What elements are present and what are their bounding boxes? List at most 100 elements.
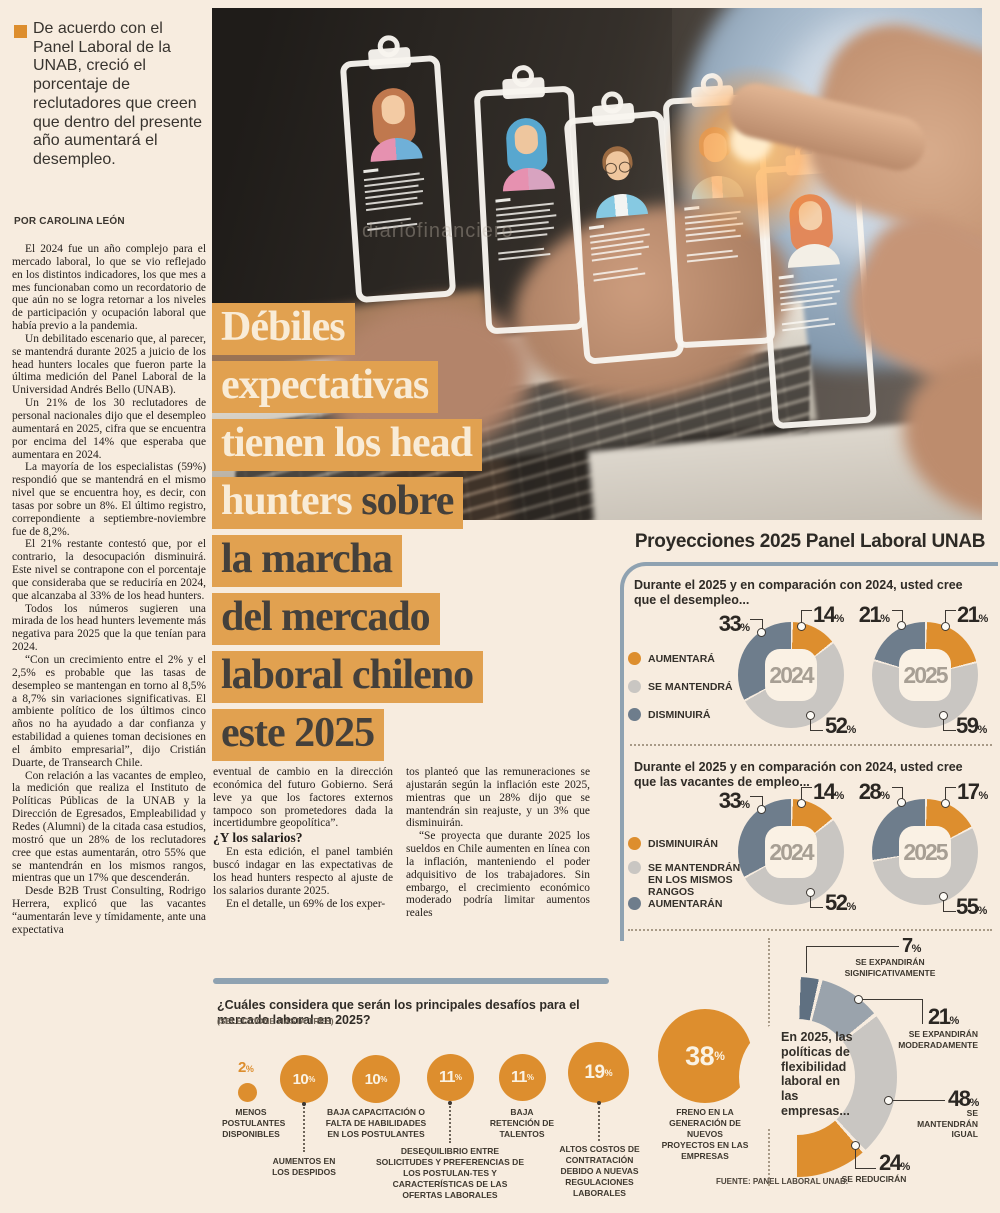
headline-line: tienen los head — [212, 419, 483, 471]
donut-year-label: 2024 — [765, 649, 817, 701]
callout-line — [943, 899, 956, 912]
callout-value: 21% — [858, 602, 890, 627]
callout-value: 17% — [957, 779, 989, 804]
dotted-connector — [302, 1102, 306, 1152]
callout-value: 7% — [902, 935, 922, 957]
paragraph: Con relación a las vacantes de empleo, l… — [12, 769, 206, 885]
callout-value: 52% — [825, 713, 857, 738]
headline-line: Débiles — [212, 303, 355, 355]
half-donut-label: SE EXPANDIRÁN SIGNIFICATIVAMENTE — [844, 957, 936, 978]
callout-dot — [797, 622, 806, 631]
source-credit: FUENTE: PANEL LABORAL UNAB. — [716, 1177, 848, 1186]
avatar-man-glasses — [588, 140, 650, 219]
infographic-panel-border — [620, 562, 998, 941]
bubble-label: AUMENTOS EN LOS DESPIDOS — [272, 1156, 336, 1178]
callout-line — [855, 1148, 876, 1169]
half-donut-label: SE MANTENDRÁN IGUAL — [917, 1108, 978, 1140]
bubble-value-outside: 2% — [238, 1059, 254, 1076]
paragraph: En el detalle, un 69% de los exper- — [226, 897, 386, 910]
donut-vacantes-2025: 2025 — [872, 799, 978, 905]
headline-line: del mercado — [212, 593, 440, 645]
paragraph: Todos los números sugieren una mirada de… — [12, 602, 206, 654]
half-donut-hole — [739, 1019, 855, 1135]
question-vacantes: Durante el 2025 y en comparación con 202… — [634, 760, 963, 790]
paragraph: Un debilitado escenario que, al parecer,… — [12, 332, 206, 397]
callout-line — [801, 610, 812, 624]
legend-item: SE MANTENDRÁN EN LOS MISMOS RANGOS — [628, 861, 750, 898]
paragraph: El 2024 fue un año complejo para el merc… — [12, 243, 206, 333]
callout-line — [810, 895, 823, 908]
section-divider-bar — [213, 978, 609, 984]
half-donut-label: SE REDUCIRÁN — [841, 1174, 907, 1184]
callout-value: 28% — [858, 779, 890, 804]
question-note: (SELECCIONE HASTA TRES) — [217, 1016, 334, 1026]
callout-line — [810, 718, 823, 731]
callout-dot — [757, 805, 766, 814]
paragraph: La mayoría de los especialistas (59%) re… — [12, 461, 206, 538]
avatar-woman-brown-hair — [364, 84, 425, 162]
callout-dot — [939, 892, 948, 901]
main-headline: Débiles expectativas tienen los head hun… — [212, 303, 484, 767]
avatar-woman-blue-hair — [497, 115, 557, 192]
callout-dot — [757, 628, 766, 637]
legend-dot-orange — [628, 837, 641, 850]
article-intro: De acuerdo con el Panel Laboral de la UN… — [12, 20, 208, 170]
callout-line — [892, 610, 903, 623]
headline-line: expectativas — [212, 361, 439, 413]
paragraph: En esta edición, el panel también buscó … — [213, 846, 393, 897]
hero-photo: diariofinanciero — [212, 8, 982, 520]
callout-line — [801, 787, 812, 801]
legend-dot-gray — [628, 861, 641, 874]
question-desafios: ¿Cuáles considera que serán los principa… — [217, 998, 580, 1028]
paragraph: eventual de cambio en la dirección econó… — [213, 766, 393, 830]
clipboard-clip-icon — [502, 77, 546, 100]
legend-item: AUMENTARÁ — [628, 652, 715, 665]
clipboard-resume-1 — [339, 46, 457, 304]
callout-value: 14% — [813, 602, 845, 627]
callout-dot — [884, 1096, 893, 1105]
bubble-11pct-desequilibrio: 11% — [427, 1054, 474, 1101]
headline-line: la marcha — [212, 535, 403, 587]
callout-dot — [939, 711, 948, 720]
legend-dot-slate — [628, 897, 641, 910]
bubble-11pct-retencion: 11% — [499, 1054, 546, 1101]
half-donut-center-text: En 2025, las políticas de flexibilidad l… — [781, 1030, 853, 1118]
callout-line — [750, 619, 763, 630]
bubble-label: BAJA CAPACITACIÓN O FALTA DE HABILIDADES… — [325, 1107, 427, 1140]
clipboard-clip-icon — [591, 102, 636, 127]
dotted-separator — [628, 929, 992, 931]
callout-line — [943, 718, 956, 731]
paragraph: Desde B2B Trust Consulting, Rodrigo Herr… — [12, 885, 206, 936]
callout-line — [806, 946, 899, 973]
callout-dot — [806, 711, 815, 720]
callout-value: 33% — [718, 611, 750, 636]
legend-dot-gray — [628, 680, 641, 693]
bubble-2pct — [238, 1083, 257, 1102]
bubble-19pct-costos: 19% — [568, 1042, 629, 1103]
callout-dot — [941, 622, 950, 631]
headline-line: laboral chileno — [212, 651, 484, 703]
callout-dot — [854, 995, 863, 1004]
callout-dot — [797, 799, 806, 808]
headline-line: hunters sobre — [212, 477, 464, 529]
resume-text-lines — [768, 260, 864, 332]
donut-year-label: 2025 — [899, 826, 951, 878]
callout-dot — [897, 798, 906, 807]
callout-line — [863, 999, 923, 1024]
paragraph: “Se proyecta que durante 2025 los sueldo… — [406, 830, 590, 920]
article-column-middle: eventual de cambio en la dirección econó… — [213, 766, 393, 910]
question-desempleo: Durante el 2025 y en comparación con 202… — [634, 578, 963, 608]
callout-value: 24% — [879, 1150, 911, 1175]
section-subhead: ¿Y los salarios? — [213, 830, 303, 846]
infographic-title: Proyecciones 2025 Panel Laboral UNAB — [634, 531, 986, 552]
callout-value: 33% — [718, 788, 750, 813]
callout-value: 59% — [956, 713, 988, 738]
legend-item: SE MANTENDRÁ — [628, 680, 733, 693]
photo-watermark: diariofinanciero — [362, 220, 514, 242]
bubble-label: ALTOS COSTOS DE CONTRATACIÓN DEBIDO A NU… — [559, 1144, 640, 1199]
donut-desempleo-2024: 2024 — [738, 622, 844, 728]
paragraph: “Con un crecimiento entre el 2% y el 2,5… — [12, 654, 206, 769]
half-donut-label: SE EXPANDIRÁN MODERADAMENTE — [898, 1029, 978, 1050]
headline-line: este 2025 — [212, 709, 385, 761]
article-column-left: El 2024 fue un año complejo para el merc… — [12, 243, 206, 937]
